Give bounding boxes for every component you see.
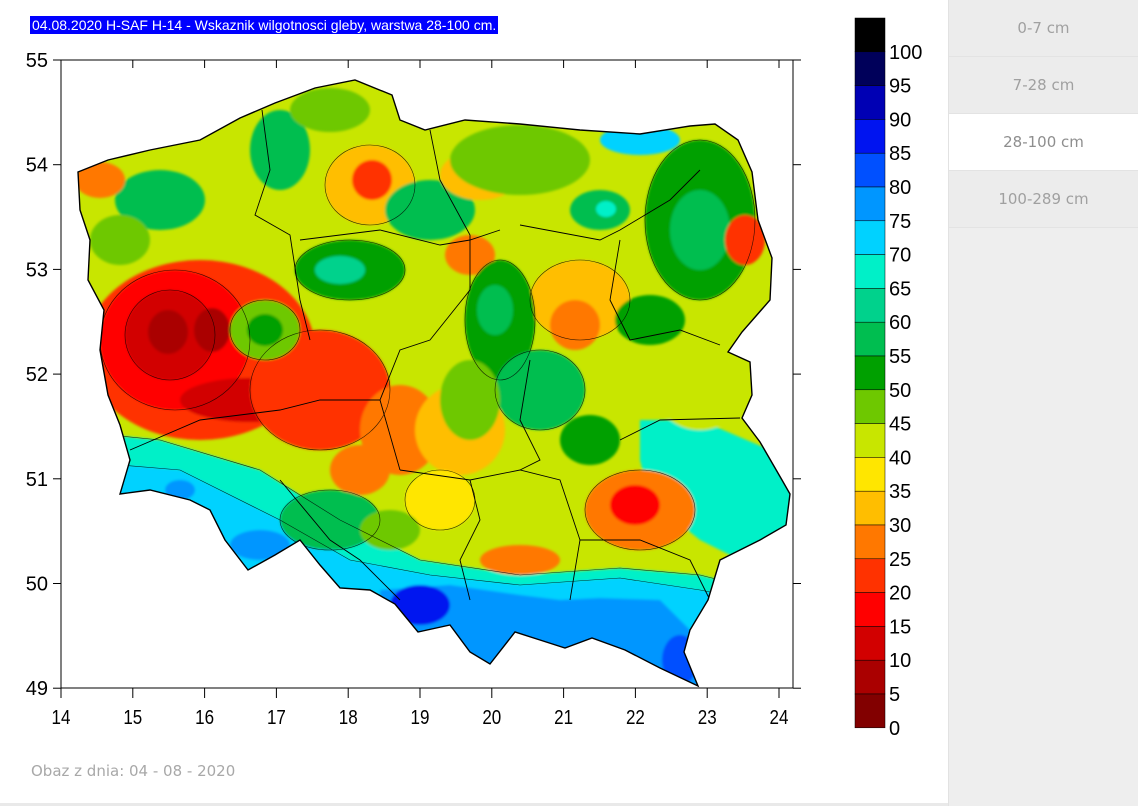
y-tick-label: 55 — [26, 50, 48, 72]
tab-28-100cm[interactable]: 28-100 cm — [949, 114, 1138, 171]
colorbar-swatch — [854, 457, 886, 492]
colorbar-legend: 1009590858075706560555045403530252015105… — [854, 17, 922, 740]
colorbar-label: 80 — [889, 177, 911, 199]
bottom-divider — [0, 803, 948, 806]
colorbar-swatch — [854, 119, 886, 154]
colorbar-swatch — [854, 490, 886, 526]
x-tick-label: 21 — [554, 706, 573, 729]
colorbar-swatch — [854, 321, 886, 357]
y-tick-label: 52 — [26, 364, 48, 386]
colorbar-swatch — [854, 389, 886, 424]
colorbar-swatch — [854, 85, 886, 120]
colorbar-swatch — [854, 17, 886, 53]
colorbar-label: 0 — [889, 718, 900, 740]
colorbar-swatch — [854, 152, 886, 188]
image-date-caption: Obaz z dnia: 04 - 08 - 2020 — [31, 762, 236, 780]
colorbar-swatch — [854, 626, 886, 661]
colorbar-label: 70 — [889, 245, 911, 267]
colorbar-label: 75 — [889, 211, 911, 233]
tab-7-28cm[interactable]: 7-28 cm — [949, 57, 1138, 114]
colorbar-swatch — [854, 558, 886, 593]
map-title: 04.08.2020 H-SAF H-14 - Wskaznik wilgotn… — [30, 16, 499, 34]
colorbar-label: 15 — [889, 616, 911, 638]
colorbar-swatch — [854, 693, 886, 729]
colorbar-label: 100 — [889, 42, 922, 64]
depth-layer-sidebar: 0-7 cm 7-28 cm 28-100 cm 100-289 cm — [948, 0, 1138, 806]
colorbar-label: 50 — [889, 380, 911, 402]
colorbar-label: 60 — [889, 312, 911, 334]
y-tick-label: 51 — [26, 469, 48, 491]
colorbar-swatch — [854, 254, 886, 289]
colorbar-swatch — [854, 355, 886, 391]
y-tick-label: 53 — [26, 259, 48, 281]
colorbar-label: 20 — [889, 583, 911, 605]
x-tick-label: 15 — [123, 706, 142, 729]
x-axis: 14 15 16 17 18 19 20 21 22 23 24 — [52, 60, 789, 729]
colorbar-label: 65 — [889, 278, 911, 300]
x-tick-label: 19 — [411, 706, 430, 729]
x-tick-label: 18 — [339, 706, 358, 729]
colorbar-label: 25 — [889, 549, 911, 571]
colorbar-label: 85 — [889, 143, 911, 165]
x-tick-label: 20 — [482, 706, 501, 729]
colorbar-label: 95 — [889, 76, 911, 98]
colorbar-swatch — [854, 659, 886, 695]
main-panel: 14 15 16 17 18 19 20 21 22 23 24 55 54 53 52 51 50 49 10… — [0, 16, 948, 806]
colorbar-swatch — [854, 220, 886, 255]
y-tick-label: 54 — [26, 155, 48, 177]
colorbar-label: 40 — [889, 447, 911, 469]
y-tick-label: 49 — [26, 678, 48, 700]
colorbar-swatch — [854, 423, 886, 458]
colorbar-swatch — [854, 51, 886, 86]
x-tick-label: 17 — [267, 706, 286, 729]
colorbar-label: 5 — [889, 684, 900, 706]
x-tick-label: 16 — [195, 706, 214, 729]
colorbar-swatch — [854, 524, 886, 560]
y-axis: 55 54 53 52 51 50 49 — [26, 50, 801, 700]
colorbar-swatch — [854, 186, 886, 222]
tab-100-289cm[interactable]: 100-289 cm — [949, 171, 1138, 228]
x-tick-label: 14 — [52, 706, 71, 729]
colorbar-swatch — [854, 288, 886, 323]
x-tick-label: 24 — [770, 706, 789, 729]
colorbar-label: 30 — [889, 515, 911, 537]
colorbar-label: 55 — [889, 346, 911, 368]
colorbar-swatch — [854, 592, 886, 627]
colorbar-label: 10 — [889, 650, 911, 672]
x-tick-label: 22 — [626, 706, 645, 729]
colorbar-label: 35 — [889, 481, 911, 503]
y-tick-label: 50 — [26, 574, 48, 596]
tab-0-7cm[interactable]: 0-7 cm — [949, 0, 1138, 57]
colorbar-label: 90 — [889, 109, 911, 131]
colorbar-label: 45 — [889, 414, 911, 436]
x-tick-label: 23 — [698, 706, 717, 729]
